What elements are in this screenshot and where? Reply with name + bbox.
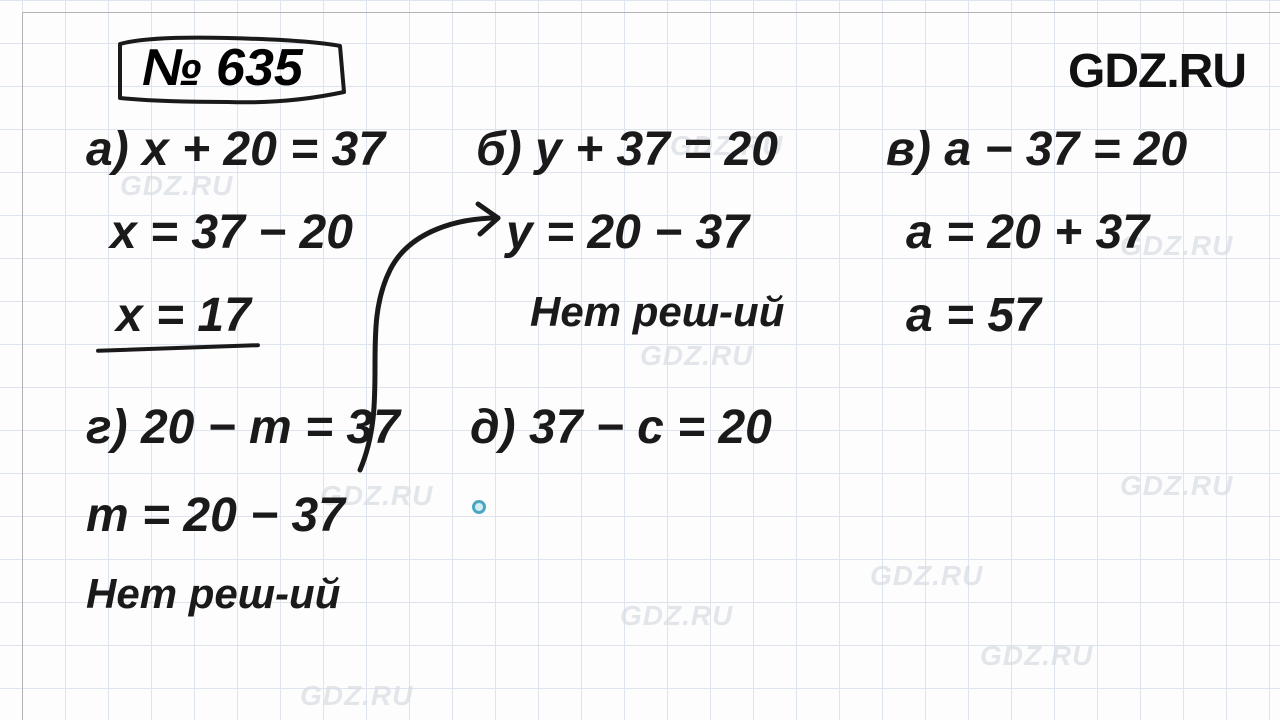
watermark: GDZ.RU <box>1120 470 1233 502</box>
eq-a-line3: x = 17 <box>116 288 251 343</box>
eq-g-line2: m = 20 − 37 <box>86 488 345 543</box>
watermark: GDZ.RU <box>620 600 733 632</box>
eq-b-line2: y = 20 − 37 <box>506 205 749 260</box>
watermark: GDZ.RU <box>300 680 413 712</box>
eq-a-line2: x = 37 − 20 <box>110 205 353 260</box>
eq-a-line1: а) x + 20 = 37 <box>86 122 385 177</box>
problem-number-box: № 635 <box>108 32 358 104</box>
watermark: GDZ.RU <box>980 640 1093 672</box>
eq-b-line1: б) y + 37 = 20 <box>476 122 778 177</box>
problem-number: № 635 <box>142 38 303 98</box>
eq-g-line3: Нет реш-ий <box>86 570 340 618</box>
eq-v-line2: a = 20 + 37 <box>906 205 1149 260</box>
watermark: GDZ.RU <box>640 340 753 372</box>
eq-b-line3: Нет реш-ий <box>530 288 784 336</box>
link-arrow <box>320 170 520 480</box>
cursor-icon <box>472 500 486 514</box>
site-logo: GDZ.RU <box>1068 44 1246 99</box>
watermark: GDZ.RU <box>870 560 983 592</box>
eq-v-line1: в) a − 37 = 20 <box>886 122 1187 177</box>
eq-v-line3: a = 57 <box>906 288 1041 343</box>
